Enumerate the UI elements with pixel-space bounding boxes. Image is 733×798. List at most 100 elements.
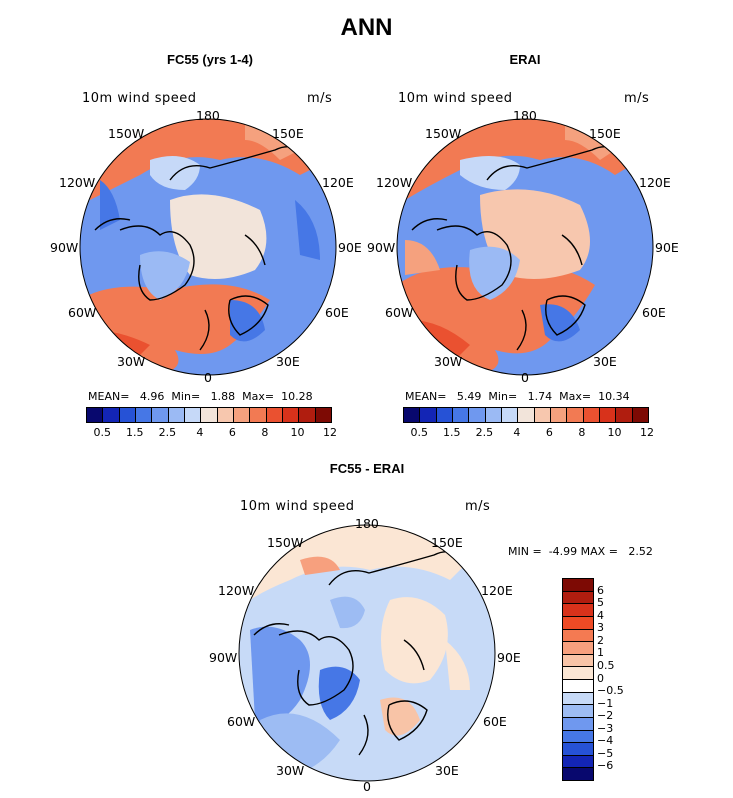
lon-label-0-erai: 0 [521,370,529,385]
colorbar-swatch [563,768,593,780]
colorbar-swatch [119,408,136,422]
lon-label-0: 0 [204,370,212,385]
main-title: ANN [340,14,393,41]
colorbar-swatch [616,408,633,422]
colorbar-tick-label: 6 [228,426,236,439]
colorbar-tick-label: 12 [640,426,654,439]
lon-label-0-diff: 0 [363,779,371,794]
colorbar-swatch [420,408,437,422]
units-diff: m/s [465,499,491,514]
lon-label-90e-diff: 90E [497,650,521,665]
colorbar-swatch [550,408,568,422]
lon-label-60e-erai: 60E [642,305,666,320]
colorbar-swatch [233,408,251,422]
colorbar-tick-label: 10 [290,426,305,439]
colorbar-tick-label: 4 [513,426,521,439]
colorbar-swatch [632,408,648,422]
colorbar-tick-label: 3 [597,621,604,635]
colorbar-tick-label: −3 [597,721,614,735]
colorbar-tick-label: 2.5 [475,426,494,439]
colorbar-erai [403,407,649,423]
colorbar-tick-label: 2.5 [158,426,177,439]
var-label-fc55: 10m wind speed [82,91,197,106]
colorbar-diff [562,578,594,781]
colorbar-tick-label: −0.5 [597,684,624,698]
colorbar-swatch [563,692,593,706]
colorbar-swatch [103,408,120,422]
colorbar-swatch [315,408,331,422]
colorbar-tick-label: 4 [597,608,604,622]
colorbar-swatch [184,408,202,422]
lon-label-60e-diff: 60E [483,714,507,729]
lon-label-60e: 60E [325,305,349,320]
colorbar-swatch [217,408,234,422]
colorbar-swatch [250,408,267,422]
lon-label-180: 180 [196,108,220,123]
colorbar-swatch [563,642,593,655]
lon-label-120w-diff: 120W [218,583,255,598]
colorbar-fc55 [86,407,332,423]
lon-label-150e: 150E [272,126,304,141]
colorbar-tick-label: 10 [607,426,622,439]
panel-title-diff: FC55 - ERAI [329,461,405,476]
lon-label-30w: 30W [117,354,146,369]
lon-label-30e-erai: 30E [593,354,617,369]
colorbar-swatch [563,717,593,731]
colorbar-tick-label: 4 [196,426,204,439]
colorbar-tick-label: 8 [578,426,586,439]
colorbar-tick-label: −6 [597,759,614,773]
colorbar-ticks-erai: 0.5 1.5 2.5 4 6 8 10 12 [403,426,654,440]
colorbar-swatch [563,604,593,617]
colorbar-swatch [563,755,593,769]
lon-label-90w-erai: 90W [367,240,396,255]
colorbar-swatch [563,629,593,643]
lon-label-30e: 30E [276,354,300,369]
colorbar-swatch [201,408,218,422]
var-label-erai: 10m wind speed [398,91,513,106]
colorbar-swatch [299,408,316,422]
panel-title-erai: ERAI [509,52,541,67]
colorbar-tick-label: 8 [261,426,269,439]
lon-label-30e-diff: 30E [435,763,459,778]
colorbar-tick-label: 6 [545,426,553,439]
lon-label-90e-erai: 90E [655,240,679,255]
lon-label-30w-erai: 30W [434,354,463,369]
colorbar-swatch [152,408,169,422]
lon-label-120e-erai: 120E [639,175,671,190]
colorbar-swatch [485,408,502,422]
lon-label-150e-erai: 150E [589,126,621,141]
lon-label-60w-diff: 60W [227,714,256,729]
lon-label-120e: 120E [322,175,354,190]
colorbar-tick-label: 6 [597,583,604,597]
colorbar-swatch [599,408,617,422]
colorbar-swatch [563,579,593,592]
stats-fc55: MEAN= 4.96 Min= 1.88 Max= 10.28 [88,390,313,403]
colorbar-ticks-diff: 6 5 4 3 2 1 0.5 0 −0.5 −1 −2 −3 −4 −5 −6 [597,578,637,779]
colorbar-tick-label: 0.5 [93,426,112,439]
colorbar-swatch [135,408,153,422]
stats-diff: MIN = -4.99 MAX = 2.52 [508,545,653,558]
colorbar-swatch [282,408,300,422]
lon-label-150e-diff: 150E [431,535,463,550]
colorbar-swatch [266,408,283,422]
colorbar-swatch [563,680,593,693]
colorbar-swatch [563,743,593,756]
colorbar-tick-label: −4 [597,734,614,748]
colorbar-tick-label: 1.5 [126,426,144,439]
lon-label-90w-diff: 90W [209,650,238,665]
colorbar-tick-label: 0.5 [410,426,429,439]
units-erai: m/s [624,91,650,106]
colorbar-swatch [168,408,185,422]
lon-label-120e-diff: 120E [481,583,513,598]
colorbar-tick-label: 12 [323,426,337,439]
colorbar-swatch [501,408,519,422]
colorbar-swatch [469,408,486,422]
colorbar-swatch [563,730,593,744]
var-label-diff: 10m wind speed [240,499,355,514]
lon-label-120w-erai: 120W [376,175,413,190]
colorbar-swatch [436,408,453,422]
lon-label-90e: 90E [338,240,362,255]
lon-label-60w-erai: 60W [385,305,414,320]
colorbar-tick-label: 1 [597,646,604,660]
colorbar-tick-label: −1 [597,696,614,710]
